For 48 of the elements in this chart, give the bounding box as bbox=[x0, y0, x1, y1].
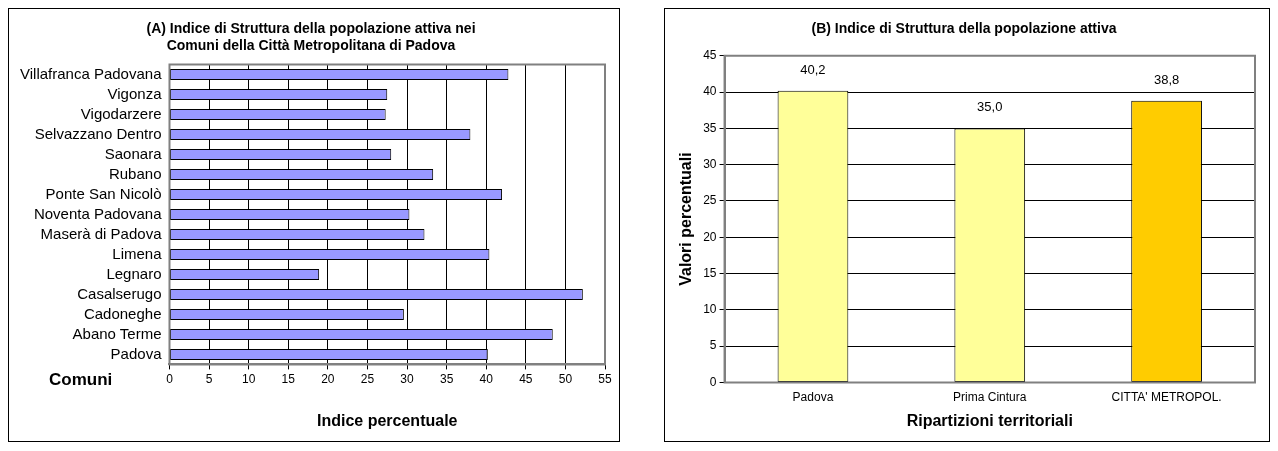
y-tick-label: 10 bbox=[703, 302, 717, 317]
x-tick-label: Prima Cintura bbox=[953, 389, 1027, 404]
x-tick-label: 40 bbox=[479, 371, 494, 386]
y-tick-label: Padova bbox=[110, 344, 163, 362]
x-tick-label: 5 bbox=[205, 371, 213, 386]
data-label: 40,2 bbox=[800, 61, 826, 77]
y-tick-label: Rubano bbox=[108, 164, 162, 182]
data-label: 38,8 bbox=[1153, 71, 1180, 87]
x-tick-label: 35 bbox=[439, 371, 454, 386]
y-tick-label: 30 bbox=[703, 156, 717, 171]
y-tick-label: Vigonza bbox=[107, 84, 163, 102]
y-tick-label: Maserà di Padova bbox=[40, 224, 163, 242]
x-tick-label: 30 bbox=[400, 371, 415, 386]
y-tick-label: Vigodarzere bbox=[80, 104, 162, 122]
x-tick-label: 10 bbox=[241, 371, 256, 386]
y-tick-label: 20 bbox=[703, 229, 717, 244]
y-tick-label: Noventa Padovana bbox=[33, 204, 163, 222]
y-tick-label: 25 bbox=[703, 193, 717, 208]
y-tick-label: 15 bbox=[703, 265, 717, 280]
y-tick-label: Casalserugo bbox=[77, 284, 162, 302]
y-tick-label: Legnaro bbox=[106, 264, 162, 282]
y-tick-label: Abano Terme bbox=[72, 324, 162, 342]
y-tick-label: Ponte San Nicolò bbox=[45, 184, 162, 202]
x-tick-label: 45 bbox=[519, 371, 533, 386]
y-tick-label: 35 bbox=[703, 120, 717, 135]
x-axis-title: Indice percentuale bbox=[316, 411, 458, 429]
x-tick-label: 50 bbox=[558, 371, 573, 386]
x-tick-label: 0 bbox=[166, 371, 174, 386]
y-tick-label: Saonara bbox=[104, 144, 163, 162]
y-tick-label: Villafranca Padovana bbox=[19, 64, 163, 82]
y-axis-title: Valori percentuali bbox=[677, 152, 695, 286]
x-tick-label: 15 bbox=[281, 371, 296, 386]
x-tick-label: 20 bbox=[321, 371, 335, 386]
x-axis-title: Ripartizioni territoriali bbox=[906, 411, 1073, 429]
y-tick-label: Limena bbox=[112, 244, 163, 262]
x-tick-label: Padova bbox=[792, 389, 834, 404]
y-tick-label: 45 bbox=[703, 48, 717, 63]
chart-title: (B) Indice di Struttura della popolazione attiva bbox=[811, 20, 1117, 37]
data-label: 35,0 bbox=[977, 99, 1003, 115]
x-tick-label: 55 bbox=[598, 371, 612, 386]
y-tick-label: 40 bbox=[703, 84, 717, 99]
x-tick-label: 25 bbox=[360, 371, 375, 386]
y-tick-label: Cadoneghe bbox=[83, 304, 162, 322]
y-tick-label: 5 bbox=[709, 338, 717, 353]
x-tick-label: CITTA' METROPOL. bbox=[1111, 389, 1222, 404]
y-axis-title: Comuni bbox=[49, 370, 113, 390]
y-tick-label: Selvazzano Dentro bbox=[34, 124, 162, 142]
chart-title: (A) Indice di Struttura della popolazione attiva nei Comuni della Città Metropolitana di Padova bbox=[146, 20, 476, 54]
